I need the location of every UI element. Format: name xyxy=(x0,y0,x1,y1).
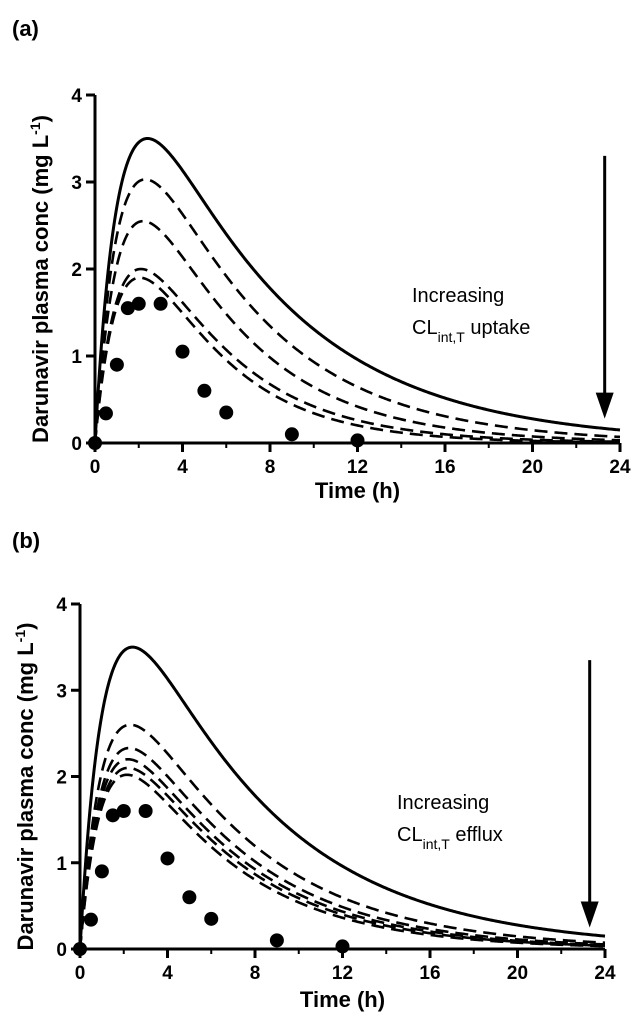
y-axis-title: Darunavir plasma conc (mg L-1) xyxy=(27,115,53,443)
y-axis-title: Darunavir plasma conc (mg L-1) xyxy=(12,623,38,951)
data-point xyxy=(269,933,284,948)
data-point xyxy=(160,851,175,866)
x-tick-label: 12 xyxy=(347,457,368,478)
y-axis-title-main: Darunavir plasma conc (mg L xyxy=(13,642,38,950)
data-point xyxy=(98,406,113,421)
y-tick-label: 3 xyxy=(71,173,82,194)
annotation-line1: Increasing xyxy=(412,285,504,307)
y-tick-label: 3 xyxy=(56,681,67,702)
x-tick-label: 24 xyxy=(609,457,631,478)
y-axis-title-sup: -1 xyxy=(12,630,28,643)
annotation-rest: efflux xyxy=(450,824,503,846)
data-point xyxy=(175,344,190,359)
series-line-5 xyxy=(78,773,606,950)
annotation-cl: CL xyxy=(397,824,423,846)
data-point xyxy=(204,911,219,926)
series-line-4 xyxy=(78,766,606,950)
x-tick-label: 16 xyxy=(434,457,455,478)
y-tick-label: 0 xyxy=(56,940,67,961)
x-tick-label: 20 xyxy=(507,963,528,984)
data-point xyxy=(94,864,109,879)
x-axis-title: Time (h) xyxy=(315,478,400,503)
arrow-head xyxy=(595,392,614,419)
series-line-1 xyxy=(78,723,606,950)
y-tick-label: 4 xyxy=(56,595,67,616)
x-tick-label: 0 xyxy=(75,963,86,984)
series-line-1 xyxy=(93,178,621,444)
data-point xyxy=(116,804,131,818)
annotation-line1: Increasing xyxy=(397,792,489,814)
x-tick-label: 24 xyxy=(594,963,616,984)
annotation-cl: CL xyxy=(412,317,438,339)
x-tick-label: 0 xyxy=(90,457,101,478)
x-tick-label: 8 xyxy=(265,457,276,478)
y-axis-title-close: ) xyxy=(13,623,38,630)
arrow-head xyxy=(580,901,599,928)
panel-label: (b) xyxy=(12,528,40,553)
data-point xyxy=(197,383,212,398)
x-tick-label: 20 xyxy=(522,457,543,478)
data-point xyxy=(105,808,120,823)
series-line-3 xyxy=(93,267,621,444)
data-point xyxy=(120,301,135,316)
series-line-4 xyxy=(93,276,621,444)
annotation-line2: CLint,T uptake xyxy=(412,317,530,345)
series-line-2 xyxy=(78,746,606,950)
chart-panel-a: (a) 0 1 2 3 4 0 4 8 12 16 20 24 Time (h) Darunavir pla… xyxy=(0,0,635,515)
y-axis-title-close: ) xyxy=(28,115,53,122)
chart-panel-b: (b) 0 1 2 3 4 0 4 8 12 16 20 24 Time (h) Darunavir pla… xyxy=(0,515,635,1031)
panel-label: (a) xyxy=(12,16,39,41)
x-tick-label: 4 xyxy=(162,963,173,984)
annotation-line2: CLint,T efflux xyxy=(397,824,503,852)
y-tick-label: 0 xyxy=(71,434,82,455)
data-point xyxy=(138,804,153,818)
data-point xyxy=(219,405,234,420)
data-point xyxy=(284,427,299,442)
x-tick-label: 4 xyxy=(177,457,188,478)
series-line-0 xyxy=(78,645,606,950)
y-tick-label: 4 xyxy=(71,86,82,107)
data-point xyxy=(182,890,197,905)
series-line-2 xyxy=(93,219,621,444)
y-tick-label: 1 xyxy=(71,347,82,368)
y-axis-title-main: Darunavir plasma conc (mg L xyxy=(28,135,53,443)
data-point xyxy=(109,357,124,372)
y-tick-label: 2 xyxy=(71,260,82,281)
data-point xyxy=(153,296,168,311)
series-line-0 xyxy=(93,136,621,444)
series-line-3 xyxy=(78,757,606,950)
annotation-rest: uptake xyxy=(465,317,531,339)
annotation-subscript: int,T xyxy=(438,329,466,345)
annotation-subscript: int,T xyxy=(423,836,451,852)
y-axis-title-sup: -1 xyxy=(27,122,43,135)
data-point xyxy=(83,912,98,927)
x-tick-label: 16 xyxy=(419,963,440,984)
data-point xyxy=(131,296,146,311)
x-tick-label: 8 xyxy=(250,963,261,984)
y-tick-label: 1 xyxy=(56,854,67,875)
y-tick-label: 2 xyxy=(56,768,67,789)
x-tick-label: 12 xyxy=(332,963,353,984)
x-axis-title: Time (h) xyxy=(300,987,385,1012)
